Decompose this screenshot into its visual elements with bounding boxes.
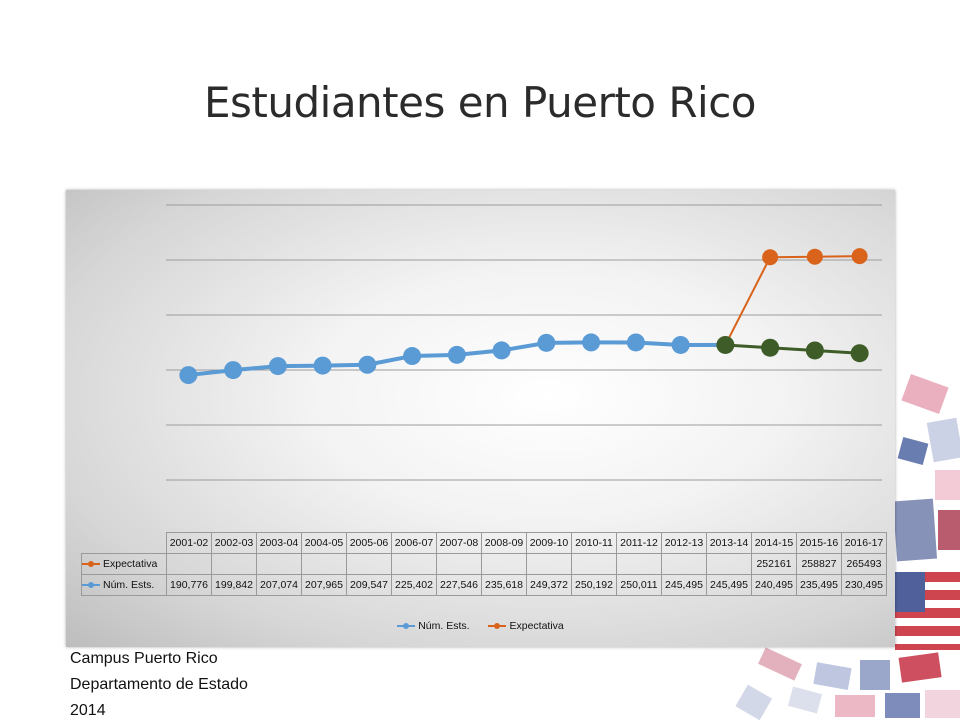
legend-item-expectativa: Expectativa [488, 620, 564, 632]
table-header-cell: 2013-14 [706, 532, 752, 554]
point-expectativa [851, 248, 868, 265]
table-cell-expectativa [706, 553, 752, 575]
point-num-ests [268, 357, 287, 376]
table-header-cell: 2001-02 [166, 532, 212, 554]
series-key-num-ests [82, 582, 100, 589]
table-cell-num-ests: 245,495 [706, 574, 752, 596]
chart-panel: 2001-02 2002-03 2003-04 2004-05 2005-06 2006-… [66, 190, 895, 647]
table-header-row: 2001-02 2002-03 2003-04 2004-05 2005-06 2006-… [81, 532, 887, 554]
table-cell-num-ests: 230,495 [841, 574, 887, 596]
point-num-ests [671, 335, 690, 354]
point-expectativa [762, 249, 779, 266]
point-num-ests [313, 356, 332, 375]
footer-line: 2014 [70, 702, 106, 719]
table-header-cell: 2005-06 [346, 532, 392, 554]
table-cell-num-ests: 240,495 [751, 574, 797, 596]
table-cell-expectativa [166, 553, 212, 575]
table-cell-num-ests: 207,074 [256, 574, 302, 596]
line-num-ests-projection [725, 343, 860, 355]
table-cell-expectativa: 252161 [751, 553, 797, 575]
table-header-cell: 2011-12 [616, 532, 662, 554]
table-cell-expectativa [526, 553, 572, 575]
table-cell-expectativa [391, 553, 437, 575]
point-num-ests [447, 345, 466, 364]
table-corner [81, 532, 167, 554]
table-cell-num-ests: 245,495 [661, 574, 707, 596]
line-expectativa [724, 255, 860, 346]
point-num-ests [761, 338, 780, 357]
table-cell-num-ests: 225,402 [391, 574, 437, 596]
table-cell-expectativa [436, 553, 482, 575]
table-header-cell: 2004-05 [301, 532, 347, 554]
table-cell-expectativa [661, 553, 707, 575]
footer-line: Campus Puerto Rico [70, 650, 218, 667]
table-cell-expectativa [211, 553, 257, 575]
series-key-expectativa [82, 561, 100, 568]
table-cell-expectativa: 258827 [796, 553, 842, 575]
table-cell-num-ests: 227,546 [436, 574, 482, 596]
table-cell-expectativa [481, 553, 527, 575]
row-label-text: Núm. Ests. [103, 579, 155, 591]
table-header-cell: 2008-09 [481, 532, 527, 554]
table-cell-num-ests: 235,618 [481, 574, 527, 596]
table-header-cell: 2006-07 [391, 532, 437, 554]
point-num-ests [805, 341, 824, 360]
point-num-ests [403, 347, 422, 366]
row-label-num-ests: Núm. Ests. [81, 574, 167, 596]
point-num-ests [626, 333, 645, 352]
table-cell-num-ests: 190,776 [166, 574, 212, 596]
table-cell-num-ests: 250,192 [571, 574, 617, 596]
point-num-ests [537, 333, 556, 352]
table-header-cell: 2016-17 [841, 532, 887, 554]
row-label-text: Expectativa [103, 558, 158, 570]
point-num-ests [716, 335, 735, 354]
table-header-cell: 2003-04 [256, 532, 302, 554]
table-header-cell: 2010-11 [571, 532, 617, 554]
table-header-cell: 2007-08 [436, 532, 482, 554]
table-row-expectativa: Expectativa 252161 258827 265493 [81, 553, 887, 575]
table-header-cell: 2009-10 [526, 532, 572, 554]
point-num-ests [582, 333, 601, 352]
point-num-ests [358, 355, 377, 374]
point-num-ests [492, 341, 511, 360]
table-header-cell: 2014-15 [751, 532, 797, 554]
table-header-cell: 2002-03 [211, 532, 257, 554]
legend-key-expectativa [488, 623, 507, 630]
page-title: Estudiantes en Puerto Rico [203, 78, 757, 127]
table-cell-num-ests: 209,547 [346, 574, 392, 596]
point-num-ests [224, 361, 243, 380]
table-cell-expectativa [256, 553, 302, 575]
footer-credits: Campus Puerto Rico Departamento de Estad… [70, 646, 248, 724]
point-num-ests [850, 344, 869, 363]
table-cell-num-ests: 249,372 [526, 574, 572, 596]
legend-label: Expectativa [509, 620, 564, 632]
table-cell-expectativa: 265493 [841, 553, 887, 575]
row-label-expectativa: Expectativa [81, 553, 167, 575]
point-num-ests [179, 366, 198, 385]
line-chart-plot [166, 204, 882, 481]
chart-legend: Núm. Ests. Expectativa [66, 620, 895, 632]
point-expectativa [806, 248, 823, 265]
table-cell-expectativa [616, 553, 662, 575]
table-header-cell: 2015-16 [796, 532, 842, 554]
table-row-num-ests: Núm. Ests. 190,776 199,842 207,074 207,965 2… [81, 574, 887, 596]
table-cell-num-ests: 235,495 [796, 574, 842, 596]
legend-label: Núm. Ests. [418, 620, 470, 632]
table-cell-expectativa [346, 553, 392, 575]
legend-key-num-ests [397, 623, 416, 630]
table-cell-expectativa [571, 553, 617, 575]
table-cell-num-ests: 250,011 [616, 574, 662, 596]
table-cell-num-ests: 207,965 [301, 574, 347, 596]
table-cell-num-ests: 199,842 [211, 574, 257, 596]
table-header-cell: 2012-13 [661, 532, 707, 554]
table-cell-expectativa [301, 553, 347, 575]
legend-item-num-ests: Núm. Ests. [397, 620, 470, 632]
footer-line: Departamento de Estado [70, 676, 248, 693]
data-table: 2001-02 2002-03 2003-04 2004-05 2005-06 2006-… [81, 532, 887, 596]
